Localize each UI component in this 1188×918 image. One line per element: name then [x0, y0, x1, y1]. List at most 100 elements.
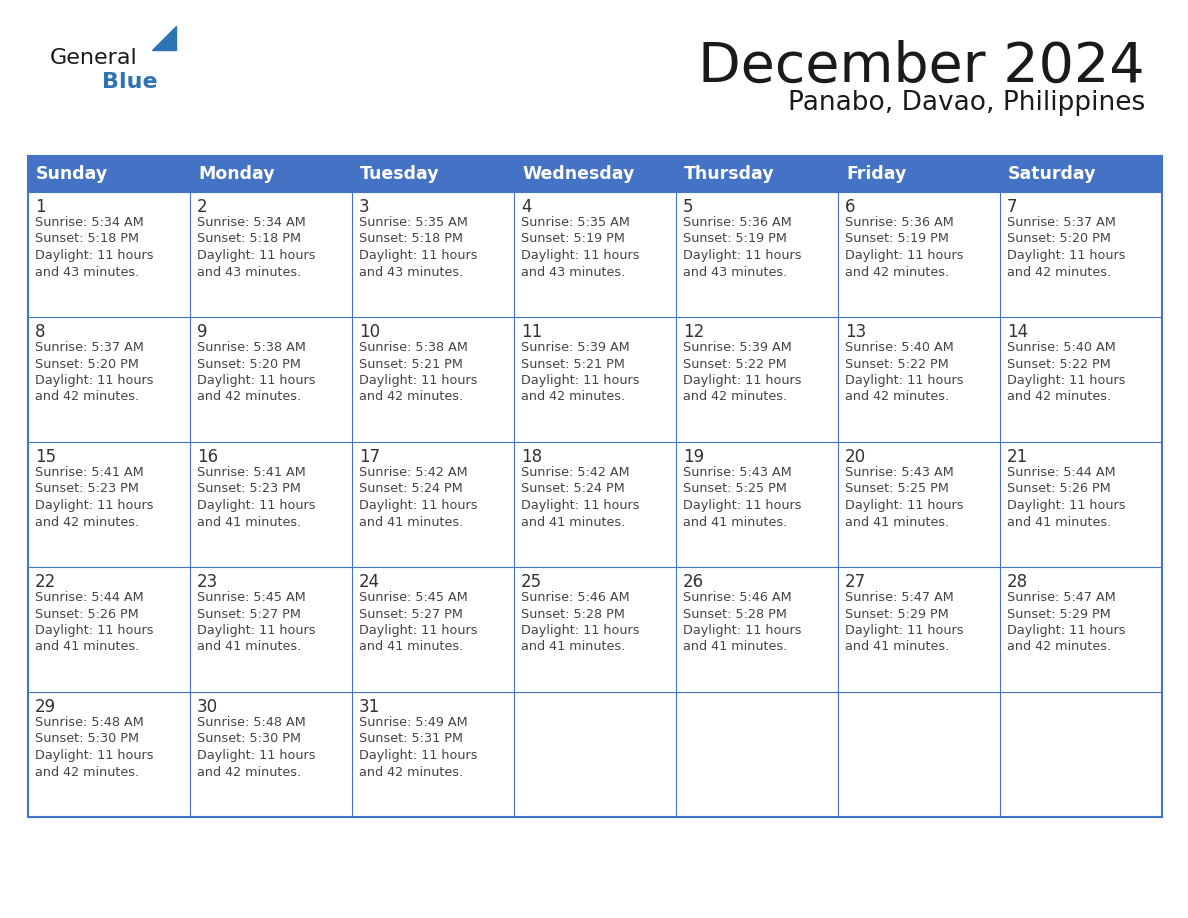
Text: 5: 5 — [683, 198, 694, 216]
Text: Daylight: 11 hours: Daylight: 11 hours — [34, 499, 153, 512]
Text: Daylight: 11 hours: Daylight: 11 hours — [1007, 374, 1125, 387]
Text: Sunset: 5:19 PM: Sunset: 5:19 PM — [845, 232, 949, 245]
Text: Sunset: 5:19 PM: Sunset: 5:19 PM — [522, 232, 625, 245]
Text: Sunrise: 5:44 AM: Sunrise: 5:44 AM — [34, 591, 144, 604]
Text: Daylight: 11 hours: Daylight: 11 hours — [34, 624, 153, 637]
Text: Sunrise: 5:48 AM: Sunrise: 5:48 AM — [34, 716, 144, 729]
Text: 2: 2 — [197, 198, 208, 216]
Text: Sunrise: 5:48 AM: Sunrise: 5:48 AM — [197, 716, 305, 729]
Text: Sunrise: 5:41 AM: Sunrise: 5:41 AM — [197, 466, 305, 479]
Text: Daylight: 11 hours: Daylight: 11 hours — [522, 624, 639, 637]
Text: and 41 minutes.: and 41 minutes. — [683, 516, 788, 529]
Text: 6: 6 — [845, 198, 855, 216]
Text: 3: 3 — [359, 198, 369, 216]
Text: Saturday: Saturday — [1007, 165, 1097, 183]
Text: and 41 minutes.: and 41 minutes. — [522, 516, 625, 529]
Text: and 42 minutes.: and 42 minutes. — [522, 390, 625, 404]
Text: Daylight: 11 hours: Daylight: 11 hours — [683, 249, 802, 262]
Text: Daylight: 11 hours: Daylight: 11 hours — [683, 374, 802, 387]
Text: Sunset: 5:20 PM: Sunset: 5:20 PM — [1007, 232, 1111, 245]
Text: 13: 13 — [845, 323, 866, 341]
Text: Sunrise: 5:47 AM: Sunrise: 5:47 AM — [1007, 591, 1116, 604]
Text: and 43 minutes.: and 43 minutes. — [522, 265, 625, 278]
Text: Sunset: 5:25 PM: Sunset: 5:25 PM — [683, 483, 786, 496]
Text: and 42 minutes.: and 42 minutes. — [1007, 641, 1111, 654]
Text: Daylight: 11 hours: Daylight: 11 hours — [1007, 249, 1125, 262]
Text: Sunrise: 5:36 AM: Sunrise: 5:36 AM — [845, 216, 954, 229]
Text: Sunset: 5:21 PM: Sunset: 5:21 PM — [359, 357, 463, 371]
Text: Friday: Friday — [846, 165, 906, 183]
Text: Sunset: 5:28 PM: Sunset: 5:28 PM — [683, 608, 786, 621]
Text: Daylight: 11 hours: Daylight: 11 hours — [359, 249, 478, 262]
Text: and 41 minutes.: and 41 minutes. — [359, 641, 463, 654]
Text: 27: 27 — [845, 573, 866, 591]
Text: Daylight: 11 hours: Daylight: 11 hours — [845, 374, 963, 387]
Text: and 41 minutes.: and 41 minutes. — [1007, 516, 1111, 529]
Text: Sunset: 5:18 PM: Sunset: 5:18 PM — [34, 232, 139, 245]
Text: Sunrise: 5:43 AM: Sunrise: 5:43 AM — [845, 466, 954, 479]
Text: Sunrise: 5:42 AM: Sunrise: 5:42 AM — [359, 466, 468, 479]
Text: Sunrise: 5:47 AM: Sunrise: 5:47 AM — [845, 591, 954, 604]
Text: and 42 minutes.: and 42 minutes. — [197, 390, 301, 404]
Text: Sunset: 5:22 PM: Sunset: 5:22 PM — [845, 357, 949, 371]
Text: 15: 15 — [34, 448, 56, 466]
Text: Daylight: 11 hours: Daylight: 11 hours — [34, 249, 153, 262]
Bar — [29, 156, 1162, 192]
Text: Sunrise: 5:38 AM: Sunrise: 5:38 AM — [359, 341, 468, 354]
Text: and 41 minutes.: and 41 minutes. — [197, 641, 302, 654]
Text: Daylight: 11 hours: Daylight: 11 hours — [1007, 499, 1125, 512]
Text: Sunrise: 5:43 AM: Sunrise: 5:43 AM — [683, 466, 791, 479]
Text: 12: 12 — [683, 323, 704, 341]
Text: Panabo, Davao, Philippines: Panabo, Davao, Philippines — [788, 90, 1145, 116]
Text: Sunrise: 5:35 AM: Sunrise: 5:35 AM — [522, 216, 630, 229]
Text: 19: 19 — [683, 448, 704, 466]
Text: Sunrise: 5:35 AM: Sunrise: 5:35 AM — [359, 216, 468, 229]
Text: 29: 29 — [34, 698, 56, 716]
Text: Sunset: 5:20 PM: Sunset: 5:20 PM — [197, 357, 301, 371]
Text: 18: 18 — [522, 448, 542, 466]
Text: Sunset: 5:30 PM: Sunset: 5:30 PM — [197, 733, 301, 745]
Text: 21: 21 — [1007, 448, 1029, 466]
Text: 16: 16 — [197, 448, 219, 466]
Text: and 42 minutes.: and 42 minutes. — [845, 265, 949, 278]
Text: and 41 minutes.: and 41 minutes. — [845, 516, 949, 529]
Text: Sunset: 5:25 PM: Sunset: 5:25 PM — [845, 483, 949, 496]
Text: and 41 minutes.: and 41 minutes. — [522, 641, 625, 654]
Text: 22: 22 — [34, 573, 56, 591]
Text: 8: 8 — [34, 323, 45, 341]
Text: Sunrise: 5:46 AM: Sunrise: 5:46 AM — [522, 591, 630, 604]
Text: Sunset: 5:29 PM: Sunset: 5:29 PM — [1007, 608, 1111, 621]
Text: Daylight: 11 hours: Daylight: 11 hours — [522, 374, 639, 387]
Text: Daylight: 11 hours: Daylight: 11 hours — [34, 374, 153, 387]
Text: Sunset: 5:24 PM: Sunset: 5:24 PM — [522, 483, 625, 496]
Text: Sunset: 5:31 PM: Sunset: 5:31 PM — [359, 733, 463, 745]
Text: December 2024: December 2024 — [699, 40, 1145, 94]
Text: Sunrise: 5:38 AM: Sunrise: 5:38 AM — [197, 341, 305, 354]
Text: Sunset: 5:23 PM: Sunset: 5:23 PM — [34, 483, 139, 496]
Text: Sunset: 5:27 PM: Sunset: 5:27 PM — [197, 608, 301, 621]
Text: Sunrise: 5:36 AM: Sunrise: 5:36 AM — [683, 216, 791, 229]
Text: General: General — [50, 48, 138, 68]
Text: Sunrise: 5:37 AM: Sunrise: 5:37 AM — [34, 341, 144, 354]
Text: and 41 minutes.: and 41 minutes. — [197, 516, 302, 529]
Text: 25: 25 — [522, 573, 542, 591]
Text: Sunrise: 5:41 AM: Sunrise: 5:41 AM — [34, 466, 144, 479]
Text: Sunset: 5:28 PM: Sunset: 5:28 PM — [522, 608, 625, 621]
Text: 30: 30 — [197, 698, 219, 716]
Text: and 42 minutes.: and 42 minutes. — [359, 766, 463, 778]
Text: and 43 minutes.: and 43 minutes. — [683, 265, 788, 278]
Text: 4: 4 — [522, 198, 531, 216]
Text: Daylight: 11 hours: Daylight: 11 hours — [1007, 624, 1125, 637]
Text: Sunrise: 5:44 AM: Sunrise: 5:44 AM — [1007, 466, 1116, 479]
Text: Daylight: 11 hours: Daylight: 11 hours — [845, 624, 963, 637]
Text: Sunrise: 5:40 AM: Sunrise: 5:40 AM — [1007, 341, 1116, 354]
Text: Daylight: 11 hours: Daylight: 11 hours — [845, 249, 963, 262]
Text: Sunset: 5:24 PM: Sunset: 5:24 PM — [359, 483, 463, 496]
Text: Sunset: 5:23 PM: Sunset: 5:23 PM — [197, 483, 301, 496]
Text: Daylight: 11 hours: Daylight: 11 hours — [197, 749, 316, 762]
Text: Blue: Blue — [102, 72, 158, 92]
Text: Daylight: 11 hours: Daylight: 11 hours — [522, 249, 639, 262]
Polygon shape — [152, 26, 176, 50]
Text: Sunrise: 5:40 AM: Sunrise: 5:40 AM — [845, 341, 954, 354]
Text: Sunset: 5:18 PM: Sunset: 5:18 PM — [359, 232, 463, 245]
